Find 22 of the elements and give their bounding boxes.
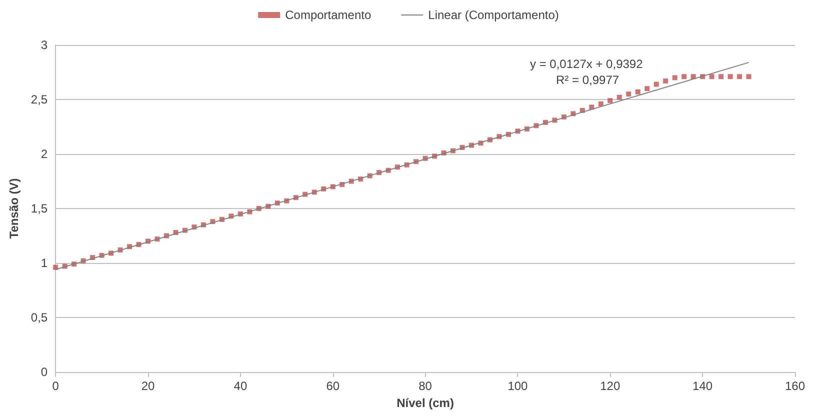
y-tick-label: 0,5 [30, 310, 48, 324]
y-tick-label: 0 [40, 365, 48, 379]
annotation: R² = 0,9977 [556, 73, 620, 87]
x-axis-title: Nível (cm) [396, 396, 454, 410]
y-tick-label: 1 [40, 256, 48, 270]
x-tick-label: 80 [418, 379, 432, 393]
annotation: y = 0,0127x + 0,9392 [530, 57, 644, 71]
legend-label: Linear (Comportamento) [428, 8, 559, 22]
y-axis-title: Tensão (V) [7, 178, 21, 239]
y-tick-label: 2,5 [30, 92, 48, 106]
x-tick-label: 120 [600, 379, 620, 393]
x-tick-label: 40 [234, 379, 248, 393]
x-tick-label: 100 [508, 379, 528, 393]
x-tick-label: 140 [692, 379, 713, 393]
y-tick-label: 2 [40, 147, 48, 161]
x-tick-label: 0 [52, 379, 60, 393]
x-tick-label: 160 [784, 379, 806, 393]
y-tick-label: 3 [40, 38, 48, 52]
x-tick-label: 20 [141, 379, 156, 393]
y-tick-label: 1,5 [30, 202, 48, 216]
legend-label: Comportamento [285, 8, 372, 22]
x-tick-label: 60 [326, 379, 340, 393]
